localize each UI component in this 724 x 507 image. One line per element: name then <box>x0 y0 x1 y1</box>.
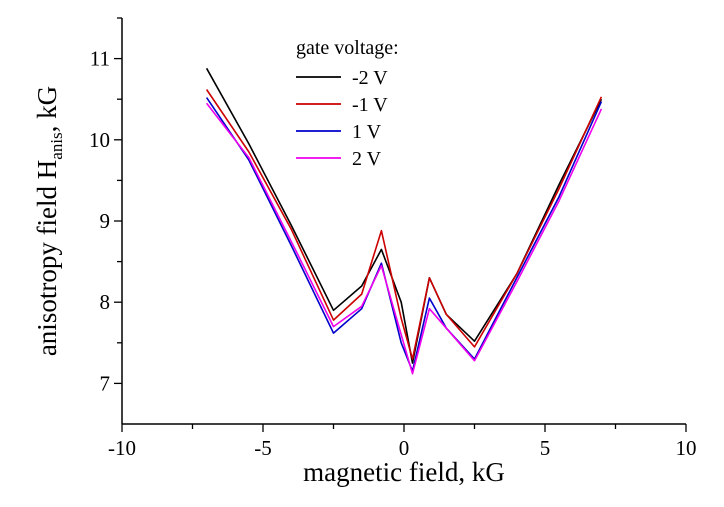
series-line-4 <box>205 102 603 375</box>
legend: gate voltage: -2 V -1 V 1 V 2 V <box>296 37 399 170</box>
y-tick-label: 8 <box>100 290 111 314</box>
y-tick-label: 11 <box>90 47 110 71</box>
y-axis-title-subscript: anis <box>47 132 66 159</box>
legend-label-3: 1 V <box>352 121 382 143</box>
y-axis-title-suffix: , kG <box>32 86 62 133</box>
legend-label-4: 2 V <box>352 148 382 170</box>
x-tick-label: 5 <box>540 436 551 460</box>
y-tick-label: 9 <box>100 209 111 233</box>
legend-label-1: -2 V <box>352 67 388 89</box>
legend-title: gate voltage: <box>296 37 399 59</box>
x-tick-label: 10 <box>676 436 697 460</box>
x-axis-title: magnetic field, kG <box>303 457 505 487</box>
x-tick-label: 0 <box>399 436 410 460</box>
axes: -10 -5 0 5 10 7 8 9 10 11 <box>89 17 697 460</box>
series-line-2 <box>205 89 603 360</box>
series-line-1 <box>205 67 603 364</box>
x-tick-label: -10 <box>108 436 136 460</box>
y-tick-label: 7 <box>100 371 111 395</box>
x-tick-label: -5 <box>254 436 272 460</box>
y-axis-title: anisotropy field Hanis, kG <box>32 86 66 356</box>
y-axis-title-main: anisotropy field H <box>32 160 62 356</box>
plot-area <box>205 67 603 375</box>
legend-label-2: -1 V <box>352 94 388 116</box>
y-tick-label: 10 <box>89 128 110 152</box>
